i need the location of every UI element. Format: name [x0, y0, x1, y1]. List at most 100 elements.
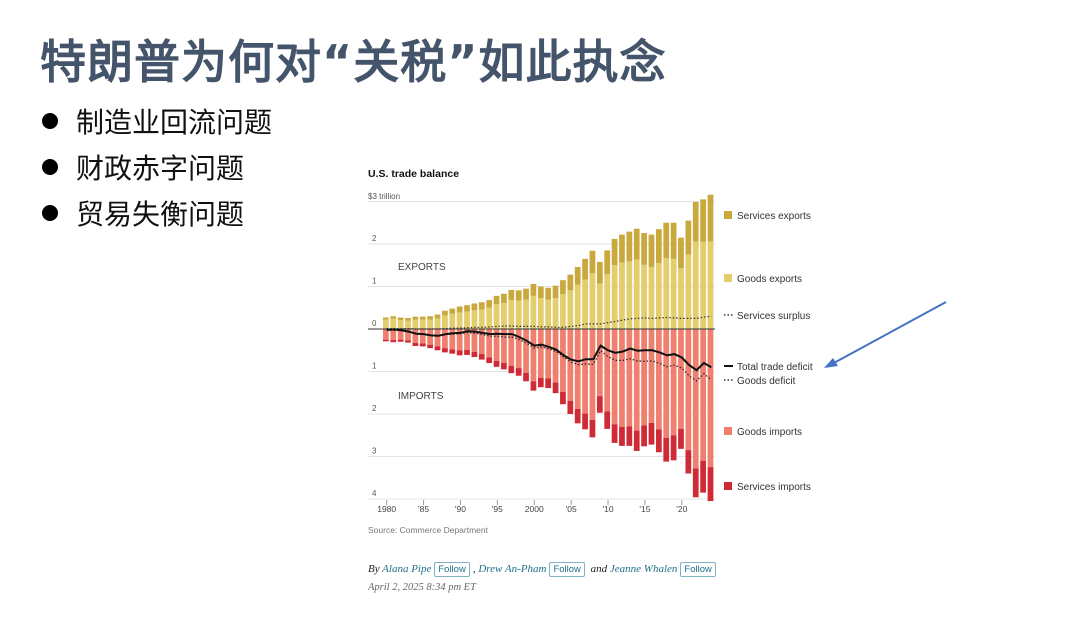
- legend-label: Goods imports: [737, 427, 802, 438]
- bar-goods-imports: [604, 329, 611, 412]
- legend-label: Goods deficit: [737, 376, 796, 387]
- bar-services-exports: [412, 316, 419, 320]
- y-tick-label: 1: [372, 362, 377, 371]
- bar-services-imports: [685, 450, 692, 474]
- bar-services-imports: [427, 344, 434, 349]
- bar-goods-exports: [604, 274, 611, 329]
- bar-services-imports: [515, 368, 522, 376]
- bar-goods-imports: [471, 329, 478, 352]
- legend-swatch: [724, 482, 732, 490]
- bar-services-imports: [663, 437, 670, 462]
- bar-services-exports: [501, 293, 507, 304]
- bar-goods-exports: [537, 297, 544, 329]
- bar-goods-exports: [655, 263, 662, 329]
- bar-goods-exports: [692, 241, 699, 329]
- bar-goods-exports: [685, 254, 692, 329]
- bar-goods-imports: [456, 329, 463, 351]
- y-tick-label: 1: [372, 277, 377, 286]
- line-services-surplus: [386, 315, 712, 330]
- bar-services-imports: [655, 429, 662, 453]
- bar-goods-imports: [574, 329, 581, 409]
- bar-services-imports: [589, 419, 596, 438]
- bar-goods-exports: [427, 319, 434, 329]
- author-link[interactable]: Jeanne Whalen: [609, 563, 678, 575]
- bar-services-imports: [434, 346, 441, 351]
- byline-separator: ,: [472, 563, 476, 575]
- bar-goods-imports: [545, 329, 552, 379]
- bar-goods-imports: [427, 329, 434, 345]
- bar-services-exports: [442, 310, 448, 316]
- bar-goods-imports: [493, 329, 500, 361]
- bar-goods-exports: [707, 241, 714, 329]
- bar-goods-imports: [390, 329, 397, 341]
- y-tick-label: 0: [372, 319, 377, 328]
- y-tick-label: 2: [372, 234, 377, 243]
- author-link[interactable]: Drew An-Pham: [478, 563, 547, 575]
- bullet-dot-icon: [42, 113, 58, 129]
- bar-goods-imports: [596, 329, 603, 397]
- bar-services-exports: [449, 308, 456, 314]
- bar-services-exports: [707, 194, 714, 242]
- legend-label: Services imports: [737, 482, 811, 493]
- bar-goods-imports: [582, 329, 588, 414]
- bar-services-exports: [700, 199, 706, 242]
- bar-services-imports: [508, 365, 515, 374]
- bar-services-imports: [648, 422, 655, 445]
- bar-services-imports: [464, 349, 470, 355]
- chart-source: Source: Commerce Department: [368, 525, 489, 535]
- bar-goods-imports: [678, 329, 684, 429]
- bar-goods-imports: [523, 329, 529, 373]
- bar-goods-exports: [567, 290, 574, 329]
- bar-services-imports: [456, 350, 463, 356]
- bar-services-exports: [427, 316, 434, 320]
- bar-goods-imports: [648, 329, 655, 423]
- bar-goods-exports: [434, 318, 441, 329]
- author-link[interactable]: Alana Pipe: [382, 563, 432, 575]
- bar-goods-exports: [648, 266, 655, 329]
- bullet-dot-icon: [42, 159, 58, 175]
- bar-services-exports: [633, 228, 640, 260]
- y-tick-label: 4: [372, 489, 377, 498]
- bar-goods-imports: [552, 329, 559, 383]
- bar-goods-imports: [626, 329, 633, 427]
- bar-goods-exports: [552, 297, 559, 329]
- bar-services-exports: [383, 317, 389, 320]
- bar-services-exports: [678, 237, 684, 269]
- bar-goods-exports: [501, 303, 507, 329]
- bar-goods-imports: [663, 329, 670, 438]
- bar-services-exports: [515, 290, 522, 301]
- x-tick-label: '95: [492, 504, 503, 514]
- follow-button[interactable]: Follow: [434, 562, 470, 577]
- bar-services-imports: [545, 378, 552, 389]
- bar-goods-imports: [611, 329, 618, 425]
- bar-services-exports: [478, 302, 485, 310]
- bar-services-exports: [552, 285, 559, 298]
- bar-goods-imports: [589, 329, 596, 420]
- bar-services-imports: [700, 460, 706, 493]
- bar-services-exports: [596, 261, 603, 284]
- bar-goods-exports: [493, 304, 500, 329]
- bar-goods-imports: [383, 329, 389, 340]
- bar-goods-imports: [412, 329, 419, 344]
- bar-goods-exports: [471, 310, 478, 329]
- follow-button[interactable]: Follow: [680, 562, 716, 577]
- pointer-arrow-icon: [824, 301, 947, 368]
- bullet-text: 财政赤字问题: [76, 152, 245, 185]
- bullet-item: 制造业回流问题: [42, 98, 272, 144]
- bar-services-imports: [419, 343, 426, 347]
- bar-services-exports: [486, 300, 493, 308]
- bar-goods-exports: [390, 318, 397, 329]
- bar-goods-exports: [523, 299, 529, 329]
- bar-goods-imports: [530, 329, 537, 382]
- bar-services-imports: [523, 372, 529, 382]
- bar-services-imports: [619, 426, 625, 446]
- x-tick-label: '20: [676, 504, 687, 514]
- bar-services-imports: [383, 339, 389, 342]
- bar-goods-imports: [633, 329, 640, 431]
- bar-services-imports: [478, 354, 485, 360]
- follow-button[interactable]: Follow: [549, 562, 585, 577]
- bar-services-imports: [604, 411, 611, 429]
- bar-goods-exports: [508, 300, 515, 329]
- bar-services-exports: [530, 283, 537, 296]
- imports-annotation: IMPORTS: [398, 391, 444, 402]
